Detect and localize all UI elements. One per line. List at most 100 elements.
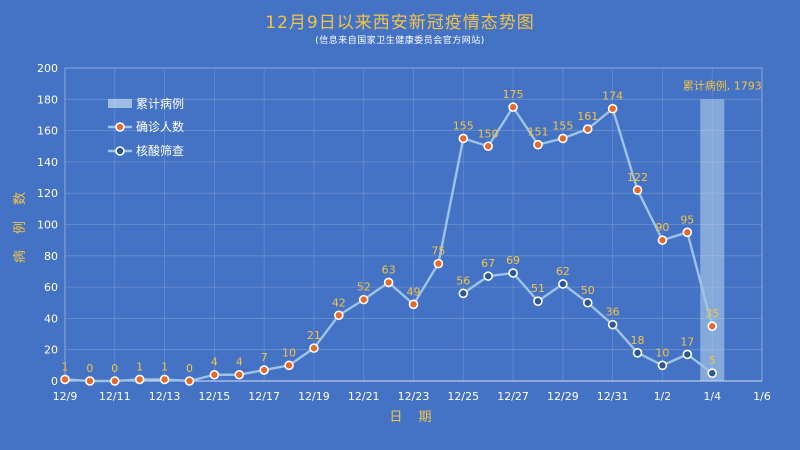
data-point xyxy=(458,133,469,144)
data-point xyxy=(508,268,518,278)
x-tick-label: 12/15 xyxy=(199,390,231,403)
legend-swatch-cumulative xyxy=(108,99,132,108)
data-label: 69 xyxy=(506,254,520,267)
data-label: 50 xyxy=(581,284,595,297)
data-point xyxy=(159,374,170,385)
data-point xyxy=(682,349,693,360)
data-point xyxy=(707,321,718,332)
data-point xyxy=(582,297,593,308)
data-label: 122 xyxy=(627,171,648,184)
data-label: 4 xyxy=(236,356,243,369)
x-tick-label: 12/23 xyxy=(398,390,430,403)
data-point xyxy=(184,376,195,386)
data-point xyxy=(483,271,493,281)
chart-title: 12月9日以来西安新冠疫情态势图 xyxy=(265,13,535,33)
data-point xyxy=(134,374,145,385)
data-point xyxy=(558,279,568,289)
data-point xyxy=(358,294,369,305)
data-point xyxy=(533,139,543,150)
x-tick-label: 12/21 xyxy=(348,390,380,403)
data-point xyxy=(209,369,220,380)
data-point xyxy=(109,376,120,386)
legend-label-2: 核酸筛查 xyxy=(136,143,184,158)
data-point xyxy=(284,360,294,371)
cumulative-bar xyxy=(700,99,725,382)
data-label: 155 xyxy=(453,119,474,132)
data-label: 51 xyxy=(531,282,545,295)
data-label: 95 xyxy=(680,213,694,226)
data-point xyxy=(259,365,269,375)
legend-marker-2 xyxy=(115,146,125,156)
y-tick-label: 20 xyxy=(44,344,58,357)
x-tick-label: 12/27 xyxy=(497,390,529,403)
legend-label-cumulative: 累计病例 xyxy=(136,96,184,111)
data-label: 36 xyxy=(606,306,620,319)
data-point xyxy=(508,102,518,112)
data-label: 150 xyxy=(478,127,499,140)
x-tick-label: 12/25 xyxy=(447,390,479,403)
data-point xyxy=(60,374,70,385)
data-point xyxy=(632,185,643,195)
data-point xyxy=(607,319,618,330)
y-tick-label: 140 xyxy=(37,156,58,169)
data-point xyxy=(334,310,344,321)
data-label: 17 xyxy=(680,335,694,348)
data-point xyxy=(657,360,668,371)
y-tick-label: 180 xyxy=(37,93,58,106)
x-tick-label: 12/19 xyxy=(298,390,330,403)
x-tick-label: 1/4 xyxy=(703,390,721,403)
data-point xyxy=(657,235,668,245)
data-label: 90 xyxy=(655,221,669,234)
data-label: 1 xyxy=(136,360,143,373)
data-label: 161 xyxy=(577,110,598,123)
data-label: 42 xyxy=(332,296,346,309)
x-tick-label: 1/6 xyxy=(753,390,771,403)
data-label: 67 xyxy=(481,257,495,270)
data-label: 0 xyxy=(186,362,193,375)
data-point xyxy=(607,103,618,114)
x-tick-label: 12/29 xyxy=(547,390,579,403)
legend-marker-1 xyxy=(115,122,125,132)
data-label: 1 xyxy=(62,360,69,373)
data-label: 0 xyxy=(111,362,118,375)
y-tick-label: 80 xyxy=(44,250,58,263)
y-tick-label: 60 xyxy=(44,281,58,294)
data-label: 63 xyxy=(382,263,396,276)
data-label: 7 xyxy=(261,351,268,364)
y-tick-label: 120 xyxy=(37,187,58,200)
chart-subtitle: (信息来自国家卫生健康委员会官方网站) xyxy=(315,36,485,46)
data-point xyxy=(533,296,543,306)
data-point xyxy=(234,369,245,380)
y-tick-label: 40 xyxy=(44,312,58,325)
data-label: 35 xyxy=(705,307,719,320)
data-point xyxy=(85,376,95,386)
data-label: 1 xyxy=(161,360,168,373)
legend-label-1: 确诊人数 xyxy=(136,119,184,134)
cumulative-bar-label: 累计病例, 1793 xyxy=(683,78,762,92)
data-label: 49 xyxy=(407,285,421,298)
x-tick-label: 12/13 xyxy=(149,390,181,403)
y-tick-label: 200 xyxy=(37,62,58,75)
x-axis-title: 日 期 xyxy=(389,410,437,425)
y-tick-label: 0 xyxy=(51,375,58,388)
x-tick-label: 1/2 xyxy=(654,390,672,403)
data-label: 0 xyxy=(86,362,93,375)
y-tick-label: 160 xyxy=(37,125,58,138)
data-label: 56 xyxy=(456,274,470,287)
data-point xyxy=(458,288,469,299)
y-axis-title: 病 例 数 xyxy=(13,186,28,263)
x-tick-label: 12/31 xyxy=(597,390,629,403)
data-point xyxy=(408,299,419,310)
data-label: 5 xyxy=(709,354,716,367)
data-label: 21 xyxy=(307,329,321,342)
data-label: 18 xyxy=(631,334,645,347)
data-label: 151 xyxy=(527,126,548,139)
data-label: 10 xyxy=(282,346,296,359)
data-label: 175 xyxy=(503,88,524,101)
data-point xyxy=(383,277,394,288)
data-point xyxy=(309,343,319,353)
data-label: 62 xyxy=(556,265,570,278)
data-label: 52 xyxy=(357,281,371,294)
data-point xyxy=(582,124,593,134)
